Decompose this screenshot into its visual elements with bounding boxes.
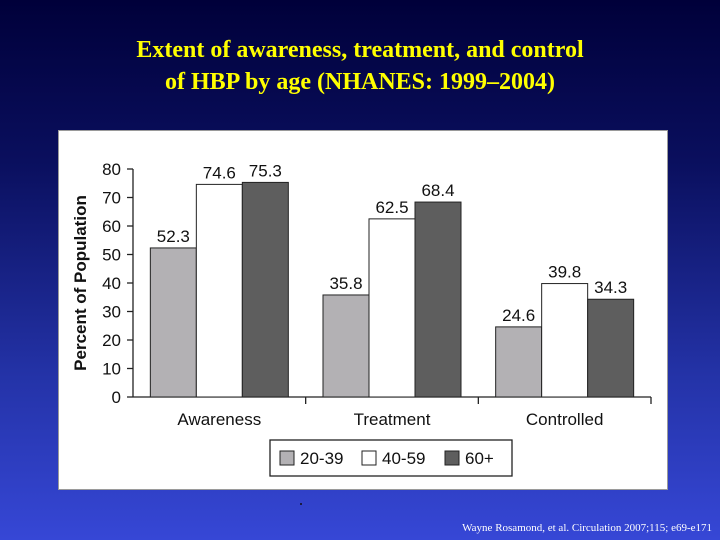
bar-20-39-awareness [149, 247, 197, 398]
legend-swatch-40-59 [361, 450, 377, 466]
x-category-label: Treatment [354, 410, 431, 429]
data-label: 68.4 [421, 181, 454, 200]
data-label: 75.3 [249, 161, 282, 180]
bar-40-59-controlled [541, 283, 589, 398]
bar-60+-treatment [414, 201, 462, 398]
y-tick-label: 60 [102, 217, 121, 236]
x-category-label: Awareness [177, 410, 261, 429]
legend-box [269, 439, 513, 477]
x-category-label: Controlled [526, 410, 604, 429]
legend-label: 20-39 [300, 449, 343, 468]
data-label: 39.8 [548, 263, 581, 282]
data-label: 34.3 [594, 278, 627, 297]
bar-40-59-treatment [368, 218, 416, 398]
y-tick-label: 50 [102, 246, 121, 265]
y-tick-label: 40 [102, 274, 121, 293]
bar-chart: 0 10 20 30 40 50 60 70 80 Percent of Population 52… [71, 160, 652, 477]
citation: Wayne Rosamond, et al. Circulation 2007;… [462, 522, 712, 534]
bar-60+-awareness [241, 181, 289, 398]
bar-40-59-awareness [195, 183, 243, 398]
y-tick-label: 70 [102, 189, 121, 208]
bar-20-39-controlled [495, 326, 543, 398]
y-tick-label: 20 [102, 331, 121, 350]
legend-label: 40-59 [382, 449, 425, 468]
data-label: 74.6 [203, 163, 236, 182]
y-axis-title: Percent of Population [71, 195, 90, 371]
slide-title: Extent of awareness, treatment, and cont… [0, 34, 720, 98]
y-tick-label: 80 [102, 160, 121, 179]
bar-60+-controlled [587, 298, 635, 398]
title-line-2: of HBP by age (NHANES: 1999–2004) [165, 69, 555, 95]
data-label: 52.3 [157, 227, 190, 246]
y-tick-label: 0 [112, 388, 121, 407]
data-label: 62.5 [375, 198, 408, 217]
legend-label: 60+ [465, 449, 494, 468]
title-line-1: Extent of awareness, treatment, and cont… [136, 37, 584, 63]
data-label: 24.6 [502, 306, 535, 325]
legend-swatch-20-39 [279, 450, 295, 466]
y-tick-label: 30 [102, 303, 121, 322]
legend-swatch-60+ [444, 450, 460, 466]
bar-20-39-treatment [322, 294, 370, 398]
decorative-dot [300, 503, 302, 505]
y-tick-label: 10 [102, 360, 121, 379]
chart-panel: 0 10 20 30 40 50 60 70 80 Percent of Population 52… [58, 130, 668, 490]
data-label: 35.8 [329, 274, 362, 293]
